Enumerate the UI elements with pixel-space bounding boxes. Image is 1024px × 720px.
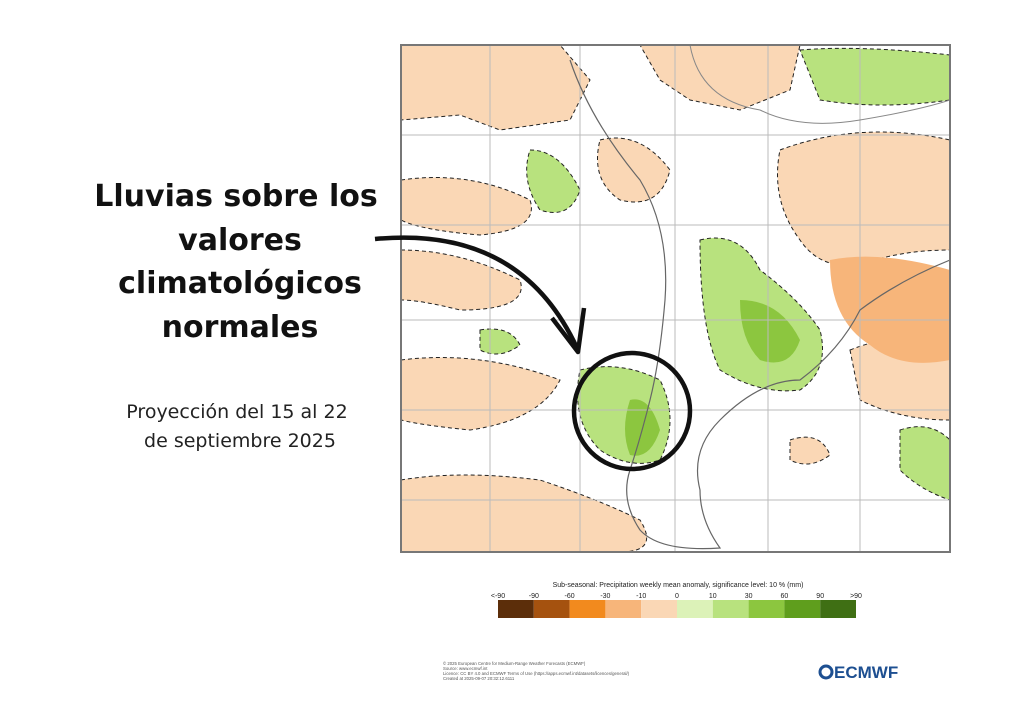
logo-text: ECMWF	[834, 663, 898, 682]
credit-line: Licence: CC BY 4.0 and ECMWF Terms of Us…	[443, 671, 630, 676]
arrow-head	[550, 307, 587, 355]
credits: © 2025 European Centre for Medium-Range …	[443, 661, 630, 681]
credit-line: Source: www.ecmwf.int	[443, 666, 488, 671]
map	[374, 44, 951, 553]
headline-line: climatológicos	[118, 266, 362, 301]
legend-label: 0	[675, 593, 679, 600]
legend-label: >90	[850, 593, 862, 600]
legend-swatch	[569, 600, 606, 618]
legend-swatch	[784, 600, 821, 618]
subtitle-line: Proyección del 15 al 22	[126, 401, 347, 423]
legend-label: -30	[600, 593, 610, 600]
legend-label: -90	[529, 593, 539, 600]
legend-label: 90	[816, 593, 824, 600]
legend: <-90 -90 -60 -30 -10 0 10 30 60 90 >90	[491, 593, 862, 618]
subtitle-line: de septiembre 2025	[144, 430, 336, 452]
legend-swatch	[605, 600, 642, 618]
arrow	[374, 235, 580, 349]
legend-label: <-90	[491, 593, 505, 600]
headline-line: valores	[178, 223, 302, 258]
map-fields	[401, 45, 950, 552]
headline-line: normales	[162, 310, 319, 345]
highlight-circle	[571, 350, 693, 472]
map-frame	[400, 44, 951, 553]
credit-line: Created at 2025-09-07 20:32:12.6111	[443, 676, 515, 681]
credit-line: © 2025 European Centre for Medium-Range …	[443, 661, 586, 666]
headline: Lluvias sobre los valores climatológicos…	[94, 179, 377, 345]
legend-swatch	[820, 600, 856, 618]
legend-label: 30	[745, 593, 753, 600]
legend-label: 60	[781, 593, 789, 600]
headline-line: Lluvias sobre los	[94, 179, 377, 214]
legend-swatch	[533, 600, 570, 618]
legend-swatch	[748, 600, 785, 618]
legend-swatch	[641, 600, 677, 618]
legend-label: -60	[565, 593, 575, 600]
legend-swatch	[498, 600, 534, 618]
legend-swatch	[677, 600, 713, 618]
legend-swatch	[712, 600, 749, 618]
logo: ECMWF	[818, 663, 898, 682]
legend-title: Sub-seasonal: Precipitation weekly mean …	[553, 582, 804, 589]
legend-label: 10	[709, 593, 717, 600]
legend-label: -10	[636, 593, 646, 600]
